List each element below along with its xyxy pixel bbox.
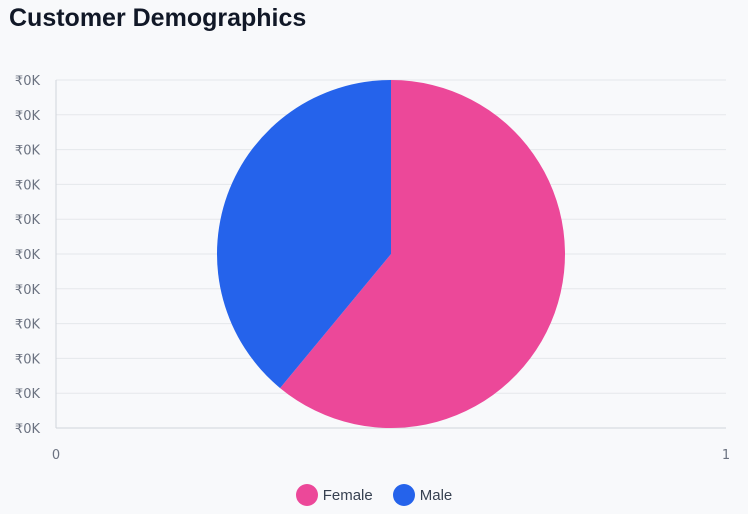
x-tick-label: 0: [52, 448, 60, 463]
chart-title: Customer Demographics: [9, 4, 307, 32]
y-tick-label: ₹0K: [15, 318, 41, 333]
x-tick-label: 1: [722, 448, 730, 463]
pie-slice-male[interactable]: [216, 80, 391, 389]
legend-swatch: [295, 484, 318, 506]
y-tick-label: ₹0K: [15, 352, 41, 367]
pie-slice-female[interactable]: [280, 80, 565, 428]
legend-label: Male: [419, 486, 453, 504]
pie-slices: [216, 80, 565, 428]
y-tick-label: ₹0K: [15, 248, 41, 263]
y-tick-label: ₹0K: [15, 74, 41, 89]
y-tick-label: ₹0K: [15, 109, 41, 124]
y-axis-ticks: ₹0K ₹0K ₹0K ₹0K ₹0K ₹0K ₹0K ₹0K ₹0K ₹0K ₹0K: [15, 74, 41, 437]
y-tick-label: ₹0K: [15, 283, 41, 298]
y-tick-label: ₹0K: [15, 422, 41, 437]
legend-swatch: [392, 484, 415, 506]
legend-label: Female: [322, 486, 373, 504]
y-tick-label: ₹0K: [15, 387, 41, 402]
legend-item-female[interactable]: Female: [295, 484, 373, 506]
legend-item-male[interactable]: Male: [392, 484, 453, 506]
y-tick-label: ₹0K: [15, 178, 41, 193]
y-tick-label: ₹0K: [15, 213, 41, 228]
chart-legend: Female Male: [0, 484, 748, 506]
y-tick-label: ₹0K: [15, 144, 41, 159]
